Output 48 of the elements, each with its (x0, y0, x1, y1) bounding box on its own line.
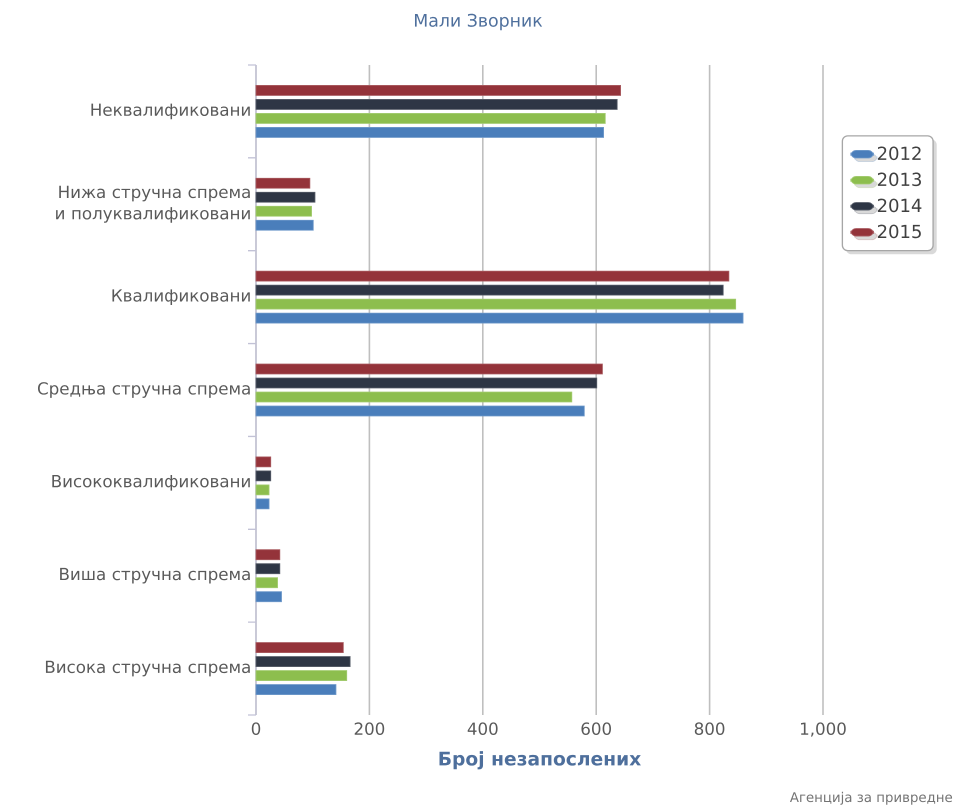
bar (256, 670, 348, 681)
legend-label: 2015 (878, 224, 921, 238)
x-tick-label: 600 (581, 722, 611, 735)
bar (256, 392, 572, 402)
bar (256, 364, 603, 374)
y-tick-label: Неквалификовани (91, 104, 250, 120)
bar (256, 684, 336, 695)
bar (256, 563, 280, 574)
bar (256, 456, 272, 468)
bar (256, 406, 585, 416)
bar (256, 178, 310, 189)
chart-title: Мали Зворник (414, 14, 542, 30)
bar (256, 113, 606, 124)
bar (256, 127, 604, 138)
bar (256, 378, 598, 388)
y-tick-label: Средња стручна спрема (38, 382, 250, 398)
bar (256, 312, 744, 324)
bar (256, 192, 316, 203)
y-tick-label: Виша стручна спрема (60, 568, 250, 584)
x-tick-label: 1,000 (800, 722, 846, 737)
bar (256, 206, 312, 217)
y-tick-label: Висока стручна спрема (46, 660, 250, 676)
bar (256, 498, 270, 510)
bar (256, 656, 351, 667)
bar (256, 642, 344, 653)
x-axis-title: Број незапослених (439, 751, 641, 770)
bar (256, 85, 621, 96)
bar (256, 284, 724, 296)
x-tick-label: 400 (468, 722, 498, 735)
y-tick-label: Висококвалификовани (52, 475, 250, 491)
legend-label: 2013 (878, 172, 921, 186)
x-tick-label: 200 (354, 722, 384, 735)
bar (256, 220, 314, 231)
legend-label: 2012 (878, 146, 921, 160)
bar (256, 270, 730, 282)
legend-label: 2014 (878, 198, 922, 212)
x-tick-label: 800 (694, 722, 724, 735)
bar (256, 298, 736, 310)
text: Агенција за привредне (790, 792, 952, 805)
x-tick-label: 0 (252, 722, 260, 735)
y-tick-label: Нижа стручна спрема и полуквалификовани (56, 186, 250, 223)
bar (256, 549, 280, 560)
bar (256, 99, 618, 110)
y-tick-label: Квалификовани (112, 289, 250, 305)
bar (256, 591, 282, 602)
bar (256, 484, 270, 496)
bar (256, 470, 272, 482)
bar (256, 577, 278, 588)
